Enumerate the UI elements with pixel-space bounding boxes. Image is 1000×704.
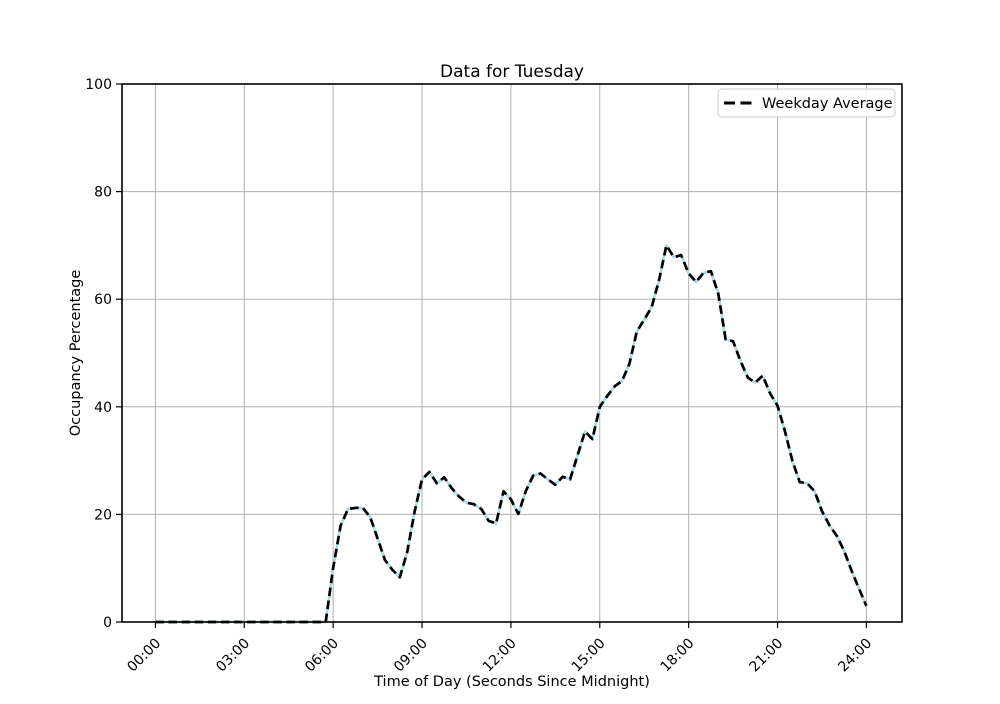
y-tick-label: 100 bbox=[85, 77, 112, 93]
x-axis-label: Time of Day (Seconds Since Midnight) bbox=[373, 674, 650, 690]
y-tick-label: 60 bbox=[94, 292, 112, 308]
legend: Weekday Average bbox=[717, 88, 896, 118]
y-tick-labels: 0 20 40 60 80 100 bbox=[85, 77, 112, 631]
y-tick-label: 0 bbox=[103, 615, 112, 631]
y-axis-label: Occupancy Percentage bbox=[68, 270, 84, 437]
y-tick-label: 40 bbox=[94, 400, 112, 416]
legend-box bbox=[717, 88, 896, 118]
legend-label: Weekday Average bbox=[762, 96, 893, 112]
y-tick-label: 20 bbox=[94, 507, 112, 523]
axis-ticks bbox=[116, 83, 868, 628]
y-tick-label: 80 bbox=[94, 185, 112, 201]
plot-border bbox=[121, 83, 903, 623]
chart-title: Data for Tuesday bbox=[440, 62, 584, 82]
